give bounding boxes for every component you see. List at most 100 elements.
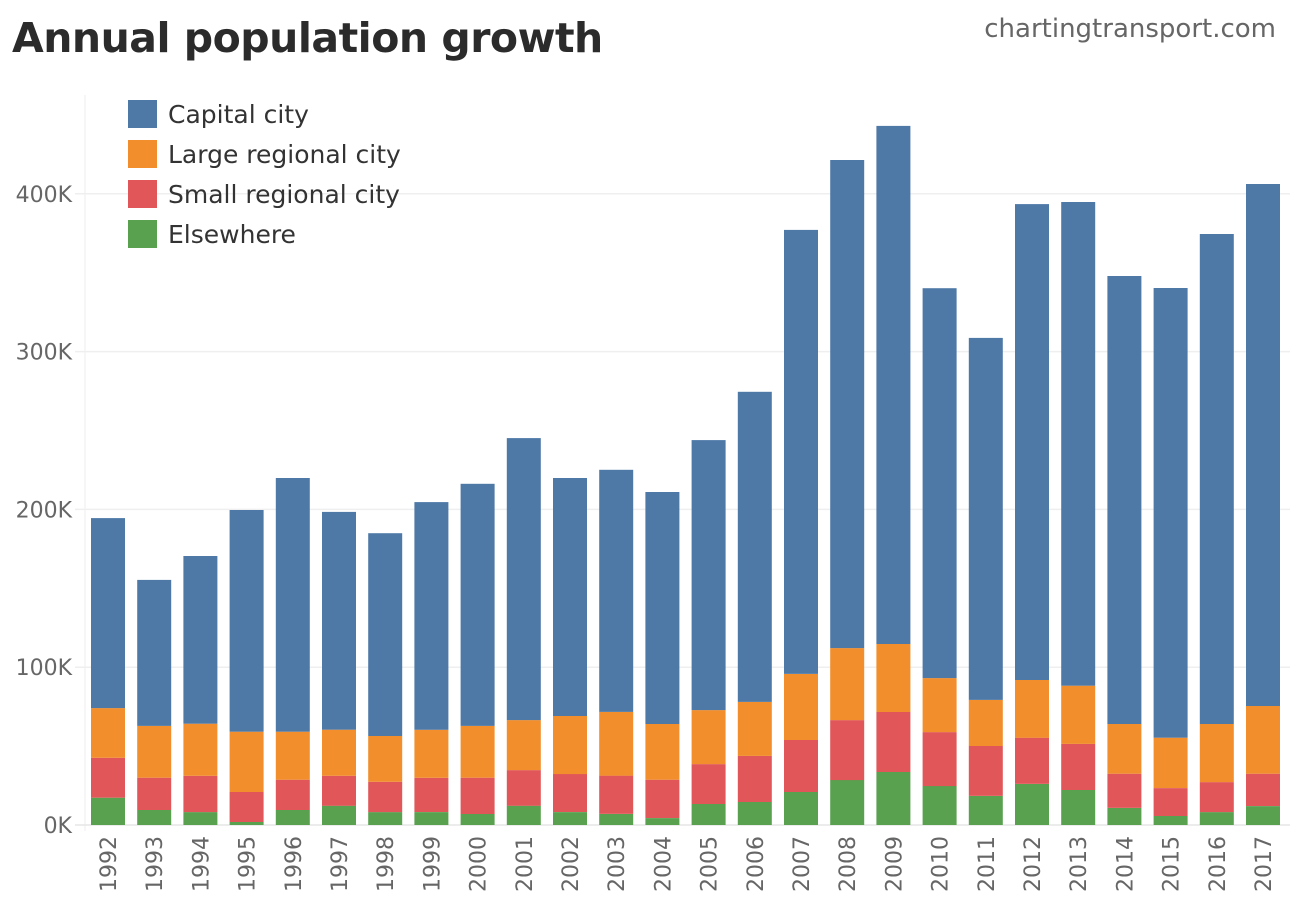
bar-segment-elsewhere-1995[interactable] (229, 822, 264, 825)
bar-segment-large-regional-city-1993[interactable] (137, 725, 172, 778)
bar-segment-elsewhere-1996[interactable] (275, 810, 310, 825)
bar-segment-large-regional-city-2004[interactable] (645, 724, 680, 780)
bar-segment-capital-city-1999[interactable] (414, 502, 449, 730)
bar-segment-small-regional-city-2005[interactable] (691, 764, 726, 804)
bar-segment-capital-city-2009[interactable] (876, 125, 911, 644)
bar-segment-small-regional-city-2013[interactable] (1061, 743, 1096, 790)
bar-segment-elsewhere-2001[interactable] (506, 805, 541, 825)
bar-segment-capital-city-2003[interactable] (599, 469, 634, 712)
bar-segment-small-regional-city-2002[interactable] (553, 774, 587, 812)
bar-segment-capital-city-2006[interactable] (737, 391, 772, 702)
bar-segment-elsewhere-2015[interactable] (1153, 816, 1188, 825)
bar-segment-large-regional-city-2014[interactable] (1107, 724, 1142, 774)
bar-segment-large-regional-city-1992[interactable] (91, 708, 125, 758)
bar-segment-large-regional-city-2013[interactable] (1061, 685, 1096, 744)
bar-segment-capital-city-2004[interactable] (645, 492, 680, 724)
bar-segment-elsewhere-2012[interactable] (1015, 784, 1049, 825)
bar-segment-capital-city-1998[interactable] (368, 533, 403, 736)
bar-segment-elsewhere-2005[interactable] (691, 804, 726, 825)
bar-segment-large-regional-city-2006[interactable] (737, 701, 772, 756)
bar-segment-elsewhere-1994[interactable] (183, 812, 218, 825)
bar-segment-large-regional-city-1999[interactable] (414, 729, 449, 778)
bar-segment-small-regional-city-2007[interactable] (784, 739, 818, 792)
bar-segment-capital-city-1996[interactable] (275, 478, 310, 732)
bar-segment-small-regional-city-2014[interactable] (1107, 773, 1142, 808)
bar-segment-capital-city-1995[interactable] (229, 510, 264, 732)
bar-segment-capital-city-2000[interactable] (460, 483, 495, 726)
bar-segment-elsewhere-2013[interactable] (1061, 790, 1096, 825)
bar-segment-elsewhere-1992[interactable] (91, 797, 125, 825)
bar-segment-large-regional-city-1994[interactable] (183, 723, 218, 776)
bar-segment-capital-city-2011[interactable] (968, 337, 1003, 700)
bar-segment-elsewhere-2004[interactable] (645, 818, 680, 825)
bar-segment-capital-city-2010[interactable] (922, 288, 957, 679)
bar-segment-capital-city-2014[interactable] (1107, 276, 1142, 724)
bar-segment-large-regional-city-2007[interactable] (784, 674, 818, 740)
bar-segment-elsewhere-1997[interactable] (322, 805, 356, 825)
bar-segment-elsewhere-2003[interactable] (599, 814, 634, 825)
bar-segment-small-regional-city-2000[interactable] (460, 777, 495, 814)
bar-segment-elsewhere-2016[interactable] (1199, 812, 1234, 825)
legend-item-small-regional-city[interactable]: Small regional city (128, 180, 401, 209)
bar-segment-capital-city-2016[interactable] (1199, 234, 1234, 724)
bar-segment-large-regional-city-2001[interactable] (506, 720, 541, 771)
bar-segment-large-regional-city-2002[interactable] (553, 716, 587, 775)
bar-segment-small-regional-city-2015[interactable] (1153, 788, 1188, 816)
bar-segment-small-regional-city-1993[interactable] (137, 777, 172, 810)
bar-segment-elsewhere-2007[interactable] (784, 792, 818, 825)
bar-segment-large-regional-city-2016[interactable] (1199, 724, 1234, 783)
bar-segment-capital-city-2007[interactable] (784, 229, 818, 674)
bar-segment-large-regional-city-2012[interactable] (1015, 680, 1049, 738)
bar-segment-large-regional-city-2003[interactable] (599, 711, 634, 776)
bar-segment-capital-city-2012[interactable] (1015, 204, 1049, 680)
bar-segment-small-regional-city-1995[interactable] (229, 792, 264, 822)
bar-segment-large-regional-city-2011[interactable] (968, 699, 1003, 746)
bar-segment-elsewhere-2014[interactable] (1107, 808, 1142, 825)
bar-segment-elsewhere-2002[interactable] (553, 812, 587, 825)
bar-segment-capital-city-2002[interactable] (553, 478, 587, 716)
legend-item-large-regional-city[interactable]: Large regional city (128, 140, 401, 169)
bar-segment-elsewhere-2000[interactable] (460, 814, 495, 825)
bar-segment-small-regional-city-1999[interactable] (414, 777, 449, 812)
bar-segment-small-regional-city-2012[interactable] (1015, 737, 1049, 784)
bar-segment-small-regional-city-2001[interactable] (506, 770, 541, 806)
bar-segment-elsewhere-2011[interactable] (968, 796, 1003, 825)
bar-segment-large-regional-city-2015[interactable] (1153, 737, 1188, 788)
bar-segment-capital-city-1994[interactable] (183, 556, 218, 724)
bar-segment-elsewhere-2010[interactable] (922, 786, 957, 825)
bar-segment-capital-city-1992[interactable] (91, 518, 125, 709)
bar-segment-small-regional-city-2009[interactable] (876, 712, 911, 772)
bar-segment-small-regional-city-1992[interactable] (91, 757, 125, 798)
bar-segment-large-regional-city-2009[interactable] (876, 644, 911, 712)
bar-segment-large-regional-city-2005[interactable] (691, 710, 726, 765)
bar-segment-small-regional-city-2006[interactable] (737, 755, 772, 802)
bar-segment-small-regional-city-1994[interactable] (183, 775, 218, 813)
bar-segment-capital-city-2008[interactable] (830, 160, 865, 649)
bar-segment-large-regional-city-2010[interactable] (922, 678, 957, 733)
bar-segment-small-regional-city-1996[interactable] (275, 779, 310, 810)
bar-segment-small-regional-city-1998[interactable] (368, 781, 403, 813)
bar-segment-elsewhere-2009[interactable] (876, 772, 911, 825)
bar-segment-capital-city-1997[interactable] (322, 511, 356, 730)
bar-segment-small-regional-city-2016[interactable] (1199, 782, 1234, 813)
bar-segment-small-regional-city-2008[interactable] (830, 720, 865, 781)
bar-segment-large-regional-city-1996[interactable] (275, 731, 310, 780)
bar-segment-elsewhere-1998[interactable] (368, 812, 403, 825)
bar-segment-small-regional-city-2004[interactable] (645, 779, 680, 818)
bar-segment-large-regional-city-2017[interactable] (1246, 706, 1280, 774)
legend-item-elsewhere[interactable]: Elsewhere (128, 220, 401, 249)
bar-segment-large-regional-city-2008[interactable] (830, 648, 865, 721)
bar-segment-small-regional-city-2011[interactable] (968, 745, 1003, 796)
bar-segment-large-regional-city-1997[interactable] (322, 729, 356, 776)
bar-segment-capital-city-2013[interactable] (1061, 202, 1096, 686)
bar-segment-capital-city-2017[interactable] (1246, 184, 1280, 706)
bar-segment-large-regional-city-1995[interactable] (229, 731, 264, 792)
bar-segment-capital-city-2001[interactable] (506, 438, 541, 721)
bar-segment-capital-city-2015[interactable] (1153, 288, 1188, 738)
bar-segment-large-regional-city-1998[interactable] (368, 736, 403, 782)
bar-segment-elsewhere-2017[interactable] (1246, 806, 1280, 825)
bar-segment-elsewhere-1993[interactable] (137, 810, 172, 825)
bar-segment-capital-city-1993[interactable] (137, 579, 172, 726)
bar-segment-elsewhere-2008[interactable] (830, 780, 865, 825)
bar-segment-elsewhere-2006[interactable] (737, 802, 772, 825)
